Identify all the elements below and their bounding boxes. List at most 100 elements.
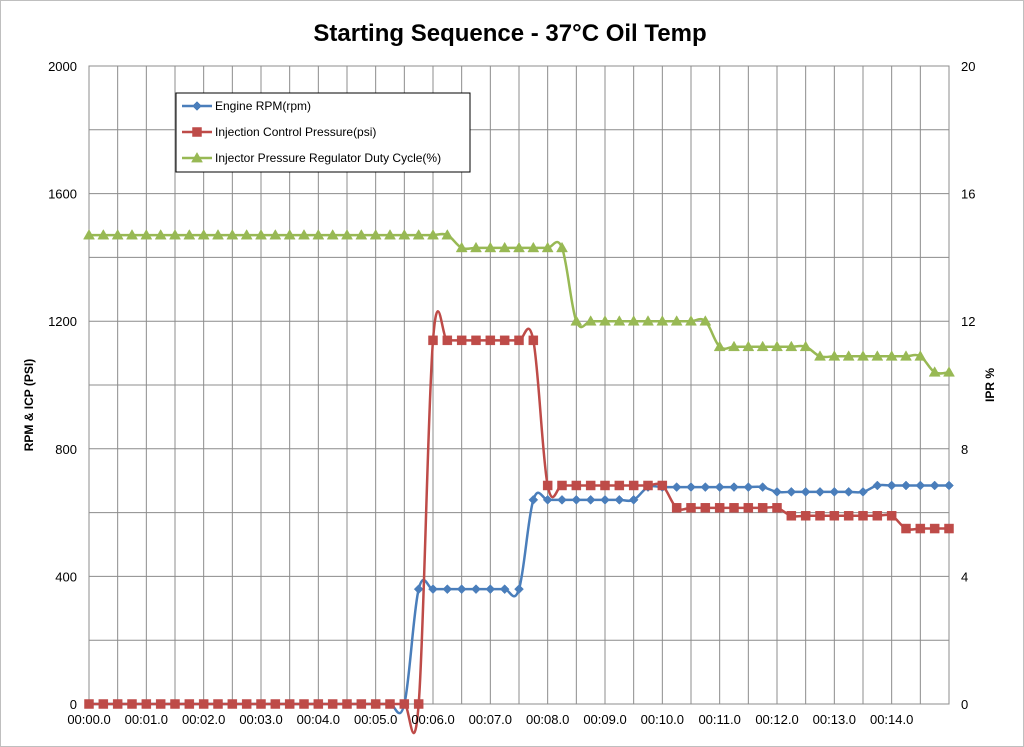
data-point [370, 699, 381, 709]
data-point [743, 482, 754, 492]
data-point [84, 699, 94, 709]
data-point [929, 480, 940, 491]
data-point [470, 241, 482, 253]
data-point [628, 480, 639, 491]
data-point [298, 229, 310, 240]
x-tick-label: 00:04.0 [297, 712, 340, 727]
data-point [513, 241, 525, 253]
y-tick-label-right: 20 [961, 59, 975, 74]
data-point [772, 487, 782, 497]
data-point [542, 494, 553, 505]
data-point [914, 350, 927, 361]
x-tick-label: 00:12.0 [755, 712, 798, 727]
data-point [657, 480, 668, 491]
data-point [284, 699, 295, 709]
data-point [127, 699, 137, 709]
data-point [427, 229, 439, 240]
data-point [170, 699, 180, 709]
data-point [885, 350, 898, 361]
x-tick-label: 00:00.0 [67, 712, 110, 727]
data-point [685, 315, 697, 326]
data-point [786, 511, 797, 521]
data-point [184, 699, 195, 709]
data-point [283, 229, 296, 240]
data-point [671, 482, 682, 492]
data-point [399, 699, 410, 709]
data-point [499, 335, 510, 346]
x-tick-label: 00:06.0 [411, 712, 454, 727]
data-point [455, 241, 468, 253]
data-point [556, 241, 568, 253]
data-point [786, 487, 797, 497]
y-axis-right-label: IPR % [983, 368, 997, 402]
data-point [471, 584, 481, 595]
data-point [140, 229, 153, 240]
data-point [772, 503, 782, 513]
data-point [814, 350, 826, 361]
data-point [728, 340, 740, 352]
data-point [514, 584, 524, 595]
data-point [456, 584, 467, 595]
data-point [212, 229, 224, 240]
legend: Engine RPM(rpm) Injection Control Pressur… [175, 92, 471, 173]
data-point [714, 482, 725, 492]
data-point [213, 699, 223, 709]
x-tick-label: 00:08.0 [526, 712, 569, 727]
axes: 0 400 800 1200 1600 2000 0 4 8 12 16 20 00:00.0 00:01… [48, 59, 975, 727]
legend-label: Injector Pressure Regulator Duty Cycle(%… [215, 151, 441, 165]
data-point [872, 511, 883, 521]
y-tick-label-left: 1600 [48, 187, 77, 202]
data-point [226, 229, 239, 240]
data-point [198, 699, 209, 709]
data-point [471, 335, 481, 346]
data-point [356, 699, 367, 709]
plot-area [88, 65, 950, 705]
data-point [413, 699, 424, 709]
legend-label: Injection Control Pressure(psi) [215, 125, 376, 139]
data-point [97, 229, 110, 240]
data-point [627, 315, 640, 326]
data-point [442, 335, 453, 346]
data-point [614, 494, 625, 505]
y-tick-label-right: 4 [961, 569, 968, 584]
y-tick-label-left: 400 [55, 569, 77, 584]
data-point [943, 366, 955, 377]
data-point [169, 229, 181, 240]
data-point [742, 340, 755, 352]
data-point [699, 315, 712, 326]
data-point [642, 315, 654, 326]
data-point [929, 523, 940, 534]
data-point [901, 523, 911, 534]
data-point [570, 315, 583, 326]
data-point [428, 335, 438, 346]
data-point [326, 229, 339, 240]
data-point [928, 366, 941, 377]
data-point [514, 335, 524, 346]
data-point [886, 511, 897, 521]
data-point [671, 503, 682, 513]
data-point [584, 315, 597, 326]
data-point [413, 584, 424, 595]
data-point [342, 699, 352, 709]
y-tick-label-right: 8 [961, 442, 968, 457]
data-point [442, 584, 453, 595]
x-tick-label: 00:14.0 [870, 712, 913, 727]
data-point [829, 487, 840, 497]
data-point [155, 699, 166, 709]
data-point [643, 480, 653, 491]
data-point [428, 584, 438, 595]
data-point [83, 229, 95, 240]
data-point [126, 229, 138, 240]
data-point [485, 335, 496, 346]
y-tick-label-left: 1200 [48, 314, 77, 329]
data-point [227, 699, 238, 709]
legend-swatch-marker [192, 101, 202, 111]
chart-title: Starting Sequence - 37°C Oil Temp [313, 20, 706, 47]
data-point [670, 315, 683, 326]
data-point [485, 584, 496, 595]
data-point [557, 494, 567, 505]
data-point [800, 487, 811, 497]
